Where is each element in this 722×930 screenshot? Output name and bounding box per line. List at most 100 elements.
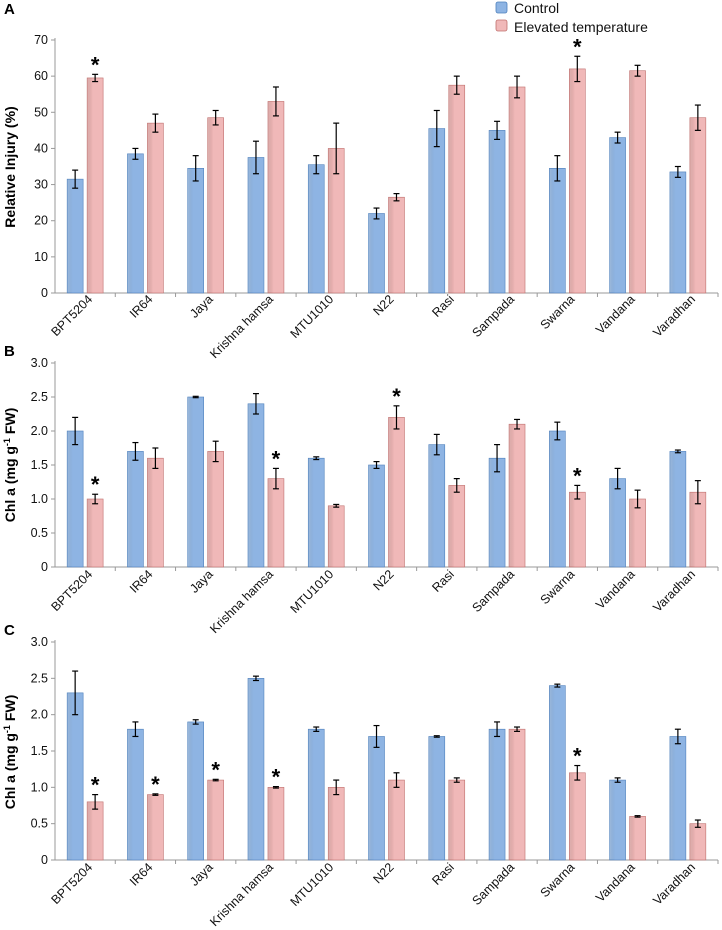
y-tick-label: 0	[41, 286, 48, 300]
legend: Control Elevated temperature	[495, 0, 648, 35]
y-axis-title: Chl a (mg g-1 FW)	[2, 695, 18, 810]
bar-control	[247, 678, 265, 861]
y-tick-label: 2.5	[31, 671, 48, 685]
bar-elevated	[86, 77, 104, 294]
y-axis-title-part: Chl a (mg g	[2, 446, 18, 522]
bar-elevated	[508, 423, 526, 568]
bar-control	[669, 736, 687, 861]
x-category-label: IR64	[127, 860, 156, 889]
bar-elevated	[689, 823, 707, 861]
panel-label-a: A	[4, 1, 15, 18]
y-axis-label-b: Chl a (mg g-1 FW)	[2, 408, 18, 523]
y-axis-title-part: -1	[2, 725, 12, 733]
bar-control	[247, 403, 265, 568]
bar-elevated	[388, 779, 405, 861]
x-category-label: Varadhan	[650, 292, 698, 340]
bar-elevated	[147, 122, 164, 294]
x-category-label: Swarna	[538, 292, 578, 332]
x-category-label: Rasi	[429, 567, 457, 595]
y-tick-label: 40	[34, 141, 48, 155]
y-tick-label: 2.5	[31, 390, 48, 404]
y-tick-label: 2.0	[31, 424, 48, 438]
bar-control	[609, 478, 626, 568]
y-axis-title-part: FW)	[2, 408, 18, 438]
bar-elevated	[448, 779, 466, 861]
bar-control	[307, 728, 325, 861]
bar-elevated	[207, 779, 224, 861]
y-tick-label: 3.0	[31, 635, 48, 649]
bar-elevated	[327, 505, 345, 568]
y-axis-title-part: FW)	[2, 695, 18, 725]
significance-star: *	[151, 772, 160, 797]
bar-control	[609, 137, 626, 294]
y-tick-label: 2.0	[31, 708, 48, 722]
x-category-label: BPT5204	[49, 567, 96, 614]
y-tick-label: 10	[34, 250, 48, 264]
bar-control	[368, 736, 385, 861]
bar-elevated	[629, 70, 646, 294]
bar-control	[428, 128, 446, 294]
bar-elevated	[207, 117, 224, 294]
significance-star: *	[573, 34, 582, 59]
y-tick-label: 30	[34, 178, 48, 192]
y-tick-label: 0	[41, 560, 48, 574]
legend-label-control: Control	[514, 0, 559, 16]
x-category-label: MTU1010	[288, 860, 337, 909]
significance-star: *	[91, 773, 100, 798]
y-axis-title-part: -1	[2, 438, 12, 446]
bar-control	[609, 779, 626, 861]
y-axis-label-a: Relative Injury (%)	[2, 106, 18, 227]
y-tick-label: 3.0	[31, 356, 48, 370]
x-category-label: Varadhan	[650, 567, 698, 615]
x-category-label: Jaya	[187, 567, 216, 596]
y-axis-title-part: Relative Injury (%)	[2, 106, 18, 227]
bar-elevated	[267, 101, 285, 294]
panel-b: B Chl a (mg g-1 FW) 0 0.5 1.0 1.5 2.0 2.5 3.0 *…	[2, 343, 719, 636]
y-tick-label: 1.0	[31, 492, 48, 506]
y-tick-label: 0	[41, 853, 48, 867]
y-axis-title: Chl a (mg g-1 FW)	[2, 408, 18, 523]
bar-elevated	[569, 772, 586, 861]
bar-control	[669, 171, 687, 294]
significance-star: *	[211, 757, 220, 782]
bar-control	[428, 444, 446, 568]
bar-control	[549, 685, 566, 861]
bar-control	[66, 178, 84, 294]
y-tick-label: 1.5	[31, 458, 48, 472]
x-category-label: Sampada	[469, 567, 517, 615]
bar-elevated	[388, 196, 405, 294]
panel-c: C Chl a (mg g-1 FW) 0 0.5 1.0 1.5 2.0 2.5 3.0 *…	[2, 622, 719, 929]
bar-control	[549, 430, 566, 568]
x-category-label: Jaya	[187, 292, 216, 321]
significance-star: *	[91, 52, 100, 77]
significance-star: *	[91, 472, 100, 497]
bar-control	[187, 396, 204, 568]
bar-elevated	[327, 787, 345, 861]
bar-elevated	[267, 787, 285, 861]
x-category-label: Krishna hamsa	[207, 292, 276, 361]
legend-swatch-control	[495, 1, 508, 14]
x-category-label: N22	[371, 567, 397, 593]
bar-elevated	[448, 485, 466, 568]
x-category-label: Sampada	[469, 860, 517, 908]
bar-elevated	[207, 451, 224, 568]
significance-star: *	[392, 384, 401, 409]
x-category-label: BPT5204	[49, 292, 96, 339]
bar-control	[127, 153, 144, 294]
bar-elevated	[86, 498, 104, 568]
x-category-label: Swarna	[538, 860, 578, 900]
bar-elevated	[147, 794, 164, 861]
x-category-label: Vandana	[593, 860, 638, 905]
y-tick-label: 70	[34, 33, 48, 47]
bar-elevated	[629, 816, 646, 861]
x-category-label: Vandana	[593, 292, 638, 337]
bar-control	[669, 451, 687, 568]
bar-control	[247, 157, 265, 294]
bar-elevated	[147, 457, 164, 568]
x-category-label: N22	[371, 860, 397, 886]
bar-control	[368, 464, 385, 568]
significance-star: *	[573, 463, 582, 488]
x-category-label: BPT5204	[49, 860, 96, 907]
x-category-label: Jaya	[187, 860, 216, 889]
bar-elevated	[448, 84, 466, 294]
